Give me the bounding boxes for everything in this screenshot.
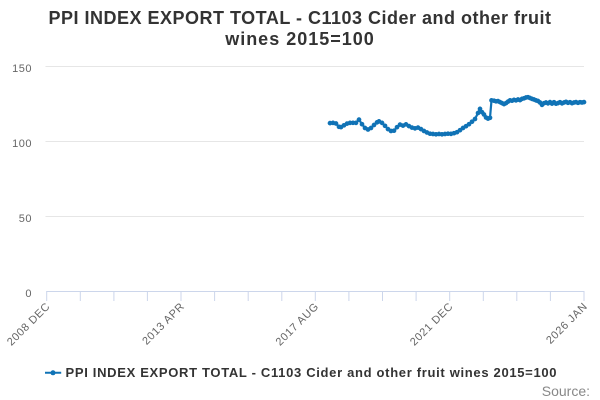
svg-text:PPI INDEX EXPORT TOTAL - C1103: PPI INDEX EXPORT TOTAL - C1103 Cider and… [48, 8, 551, 28]
svg-text:150: 150 [12, 63, 32, 75]
svg-text:wines 2015=100: wines 2015=100 [224, 29, 375, 49]
svg-text:Source:: Source: [542, 383, 590, 399]
svg-text:0: 0 [25, 288, 32, 300]
svg-text:PPI INDEX EXPORT TOTAL - C1103: PPI INDEX EXPORT TOTAL - C1103 Cider and… [66, 365, 558, 380]
svg-text:100: 100 [12, 138, 32, 150]
svg-text:50: 50 [19, 213, 32, 225]
